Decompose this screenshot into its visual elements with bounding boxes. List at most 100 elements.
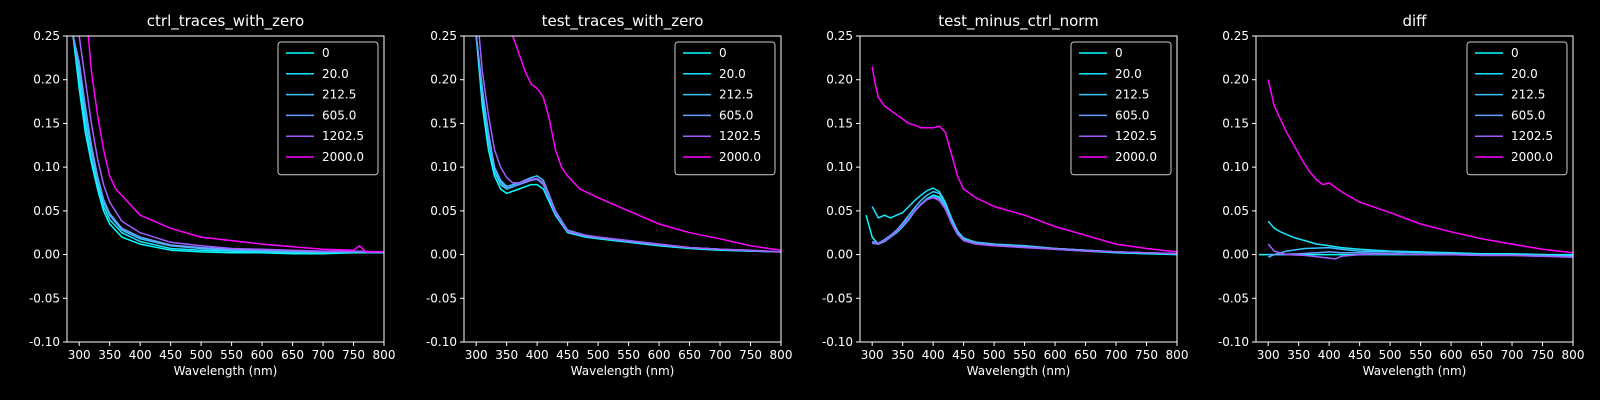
y-tick-label: 0.15 [430, 116, 457, 130]
x-axis-label: Wavelength (nm) [174, 364, 278, 378]
y-tick-label: 0.20 [1222, 73, 1249, 87]
legend-box [277, 41, 379, 176]
x-tick-label: 400 [1318, 348, 1341, 362]
legend-label: 20.0 [719, 67, 746, 81]
x-tick-label: 550 [617, 348, 640, 362]
y-tick-label: -0.05 [822, 291, 853, 305]
y-tick-label: 0.00 [826, 248, 853, 262]
y-tick-label: -0.05 [29, 291, 60, 305]
x-tick-label: 650 [1074, 348, 1097, 362]
x-tick-label: 650 [281, 348, 304, 362]
legend-label: 0 [719, 46, 727, 60]
legend: 0 20.0 212.5 605.0 1202.5 2000.0 [1466, 41, 1568, 176]
y-tick-label: 0.05 [1222, 204, 1249, 218]
x-tick-label: 400 [526, 348, 549, 362]
legend-label: 0 [1511, 46, 1519, 60]
legend-label: 1202.5 [1115, 129, 1157, 143]
y-tick-label: 0.05 [826, 204, 853, 218]
legend-label: 2000.0 [1115, 150, 1157, 164]
x-tick-label: 300 [861, 348, 884, 362]
x-tick-label: 600 [648, 348, 671, 362]
series-line-5 [87, 36, 384, 253]
x-tick-label: 400 [129, 348, 152, 362]
x-tick-label: 700 [1105, 348, 1128, 362]
x-tick-label: 750 [739, 348, 762, 362]
legend: 0 20.0 212.5 605.0 1202.5 2000.0 [1070, 41, 1172, 176]
x-tick-label: 450 [952, 348, 975, 362]
y-tick-label: 0.25 [33, 29, 60, 43]
series-line-5 [512, 36, 781, 251]
x-tick-label: 350 [1287, 348, 1310, 362]
series-line-2 [871, 190, 1177, 255]
x-axis-label: Wavelength (nm) [571, 364, 675, 378]
y-tick-label: 0.25 [1222, 29, 1249, 43]
y-tick-label: 0.20 [430, 73, 457, 87]
x-tick-label: 700 [709, 348, 732, 362]
x-tick-label: 750 [1531, 348, 1554, 362]
x-tick-label: 450 [1348, 348, 1371, 362]
series-group [475, 36, 781, 253]
x-tick-label: 300 [1257, 348, 1280, 362]
legend-label: 2000.0 [1511, 150, 1553, 164]
legend-box [674, 41, 776, 176]
x-tick-label: 650 [678, 348, 701, 362]
x-tick-label: 600 [1440, 348, 1463, 362]
legend-label: 212.5 [1115, 88, 1149, 102]
legend: 0 20.0 212.5 605.0 1202.5 2000.0 [674, 41, 776, 176]
axes-frame [66, 35, 385, 343]
y-tick-label: -0.10 [426, 335, 457, 349]
x-tick-label: 500 [190, 348, 213, 362]
y-tick-label: 0.15 [33, 116, 60, 130]
chart-panel-2: test_traces_with_zero 300 350 400 450 500 550 6… [426, 12, 793, 378]
legend-label: 605.0 [719, 108, 753, 122]
y-tick-label: 0.00 [33, 248, 60, 262]
chart-panel-3: test_minus_ctrl_norm 300 350 400 450 500 550 60… [822, 12, 1189, 378]
x-tick-label: 800 [1166, 348, 1189, 362]
legend-box [1070, 41, 1172, 176]
y-tick-label: 0.20 [33, 73, 60, 87]
series-group [1259, 79, 1573, 260]
x-tick-label: 450 [159, 348, 182, 362]
x-tick-label: 650 [1470, 348, 1493, 362]
x-tick-label: 800 [373, 348, 396, 362]
x-axis-label: Wavelength (nm) [1363, 364, 1467, 378]
series-line-4 [478, 36, 781, 253]
series-line-0 [72, 36, 384, 255]
x-tick-label: 500 [1379, 348, 1402, 362]
x-tick-label: 350 [98, 348, 121, 362]
legend-label: 1202.5 [1511, 129, 1553, 143]
x-tick-label: 800 [770, 348, 793, 362]
x-tick-label: 500 [983, 348, 1006, 362]
series-line-1 [871, 187, 1177, 255]
x-tick-label: 300 [465, 348, 488, 362]
legend-label: 2000.0 [322, 150, 364, 164]
series-line-5 [1267, 79, 1573, 254]
axes-frame [1255, 35, 1574, 343]
legend-label: 212.5 [1511, 88, 1545, 102]
y-tick-label: 0.00 [430, 248, 457, 262]
y-tick-label: -0.10 [822, 335, 853, 349]
chart-panel-1: ctrl_traces_with_zero 300 350 400 450 500 550 6… [29, 12, 396, 378]
series-group [72, 36, 384, 255]
chart-title: ctrl_traces_with_zero [147, 12, 304, 31]
legend-label: 2000.0 [719, 150, 761, 164]
x-tick-label: 400 [922, 348, 945, 362]
chart-title: test_traces_with_zero [542, 12, 704, 31]
x-tick-label: 750 [342, 348, 365, 362]
axes-frame [463, 35, 782, 343]
x-tick-label: 350 [495, 348, 518, 362]
x-tick-label: 500 [587, 348, 610, 362]
legend-label: 1202.5 [322, 129, 364, 143]
legend-box [1466, 41, 1568, 176]
legend-label: 0 [322, 46, 330, 60]
chart-title: diff [1402, 12, 1427, 30]
x-tick-label: 450 [556, 348, 579, 362]
legend: 0 20.0 212.5 605.0 1202.5 2000.0 [277, 41, 379, 176]
legend-label: 605.0 [1511, 108, 1545, 122]
legend-label: 0 [1115, 46, 1123, 60]
series-line-0 [475, 36, 781, 253]
x-axis-label: Wavelength (nm) [967, 364, 1071, 378]
legend-label: 20.0 [1511, 67, 1538, 81]
y-tick-label: 0.10 [430, 160, 457, 174]
y-tick-label: -0.10 [1218, 335, 1249, 349]
